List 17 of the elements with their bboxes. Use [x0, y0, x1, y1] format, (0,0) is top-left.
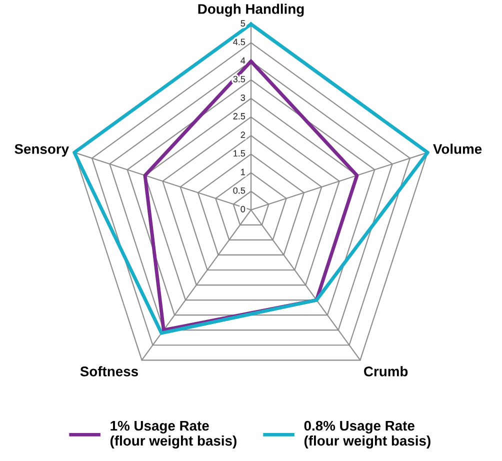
y-tick-label: 4.5	[233, 38, 246, 46]
y-tick-label: 1.5	[234, 150, 246, 157]
legend-label: 0.8% Usage Rate (flour weight basis)	[304, 420, 430, 448]
y-tick-label: 4	[240, 57, 246, 64]
y-tick-label: 2	[240, 132, 245, 138]
y-tick-label: 5	[240, 20, 246, 27]
y-tick-label: 0.5	[233, 187, 246, 194]
spoke-label: Sensory	[14, 144, 69, 157]
y-tick-label: 0	[240, 206, 246, 212]
spoke-label: Crumb	[364, 366, 408, 376]
legend-label: 1% Usage Rate (flour weight basis)	[110, 420, 236, 448]
y-tick-label: 1	[241, 168, 245, 176]
y-tick-label: 3	[240, 94, 246, 101]
y-tick-label: 2.5	[233, 113, 246, 120]
spoke-label: Softness	[80, 366, 138, 376]
spoke-label: Dough Handling	[198, 4, 304, 17]
spoke-label: Volume	[433, 144, 482, 154]
